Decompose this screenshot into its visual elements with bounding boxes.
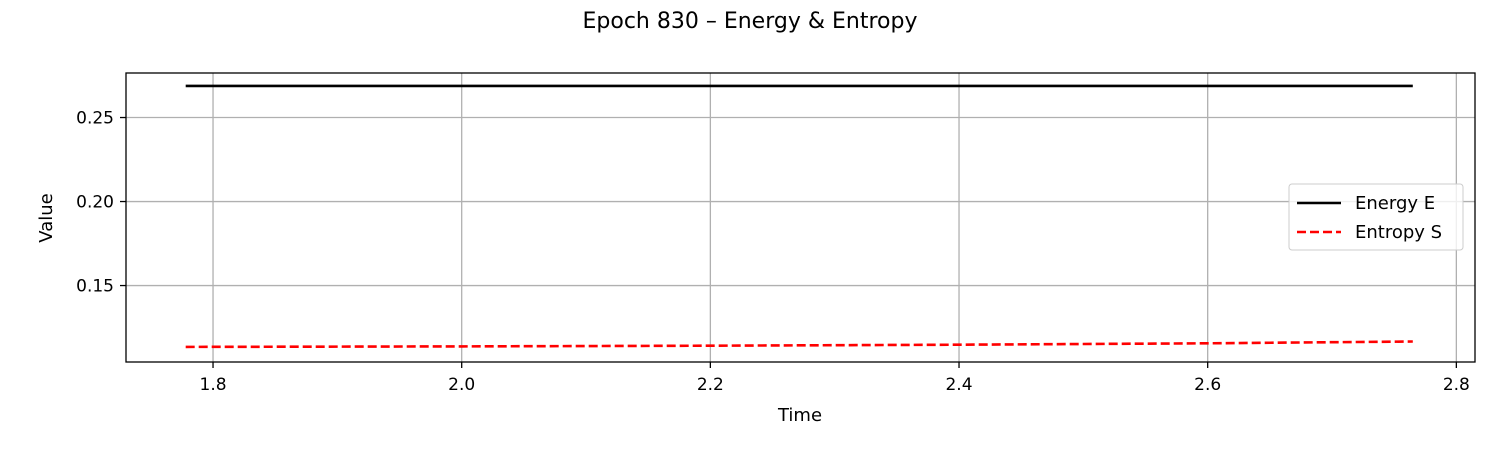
grid [126, 73, 1475, 362]
legend-label-energy: Energy E [1355, 193, 1435, 214]
y-tick-label: 0.25 [76, 109, 114, 129]
y-ticks: 0.15 0.20 0.25 [76, 109, 126, 297]
legend: Energy E Entropy S [1288, 183, 1464, 251]
chart-title: Epoch 830 – Energy & Entropy [583, 9, 918, 34]
legend-box [1288, 183, 1464, 251]
x-tick-label: 2.2 [697, 375, 724, 395]
x-tick-label: 1.8 [200, 375, 227, 395]
plot-frame [125, 72, 1476, 363]
x-ticks: 1.8 2.0 2.2 2.4 2.6 2.8 [200, 362, 1470, 395]
series-line-entropy [185, 340, 1413, 349]
x-tick-label: 2.0 [448, 375, 475, 395]
x-axis-label: Time [777, 405, 822, 426]
y-tick-label: 0.15 [76, 277, 114, 297]
series-lines [185, 84, 1413, 349]
y-axis-label: Value [36, 193, 57, 242]
x-tick-label: 2.6 [1194, 375, 1221, 395]
x-tick-label: 2.4 [945, 375, 972, 395]
legend-label-entropy: Entropy S [1355, 222, 1442, 243]
x-tick-label: 2.8 [1443, 375, 1470, 395]
y-tick-label: 0.20 [76, 193, 114, 213]
